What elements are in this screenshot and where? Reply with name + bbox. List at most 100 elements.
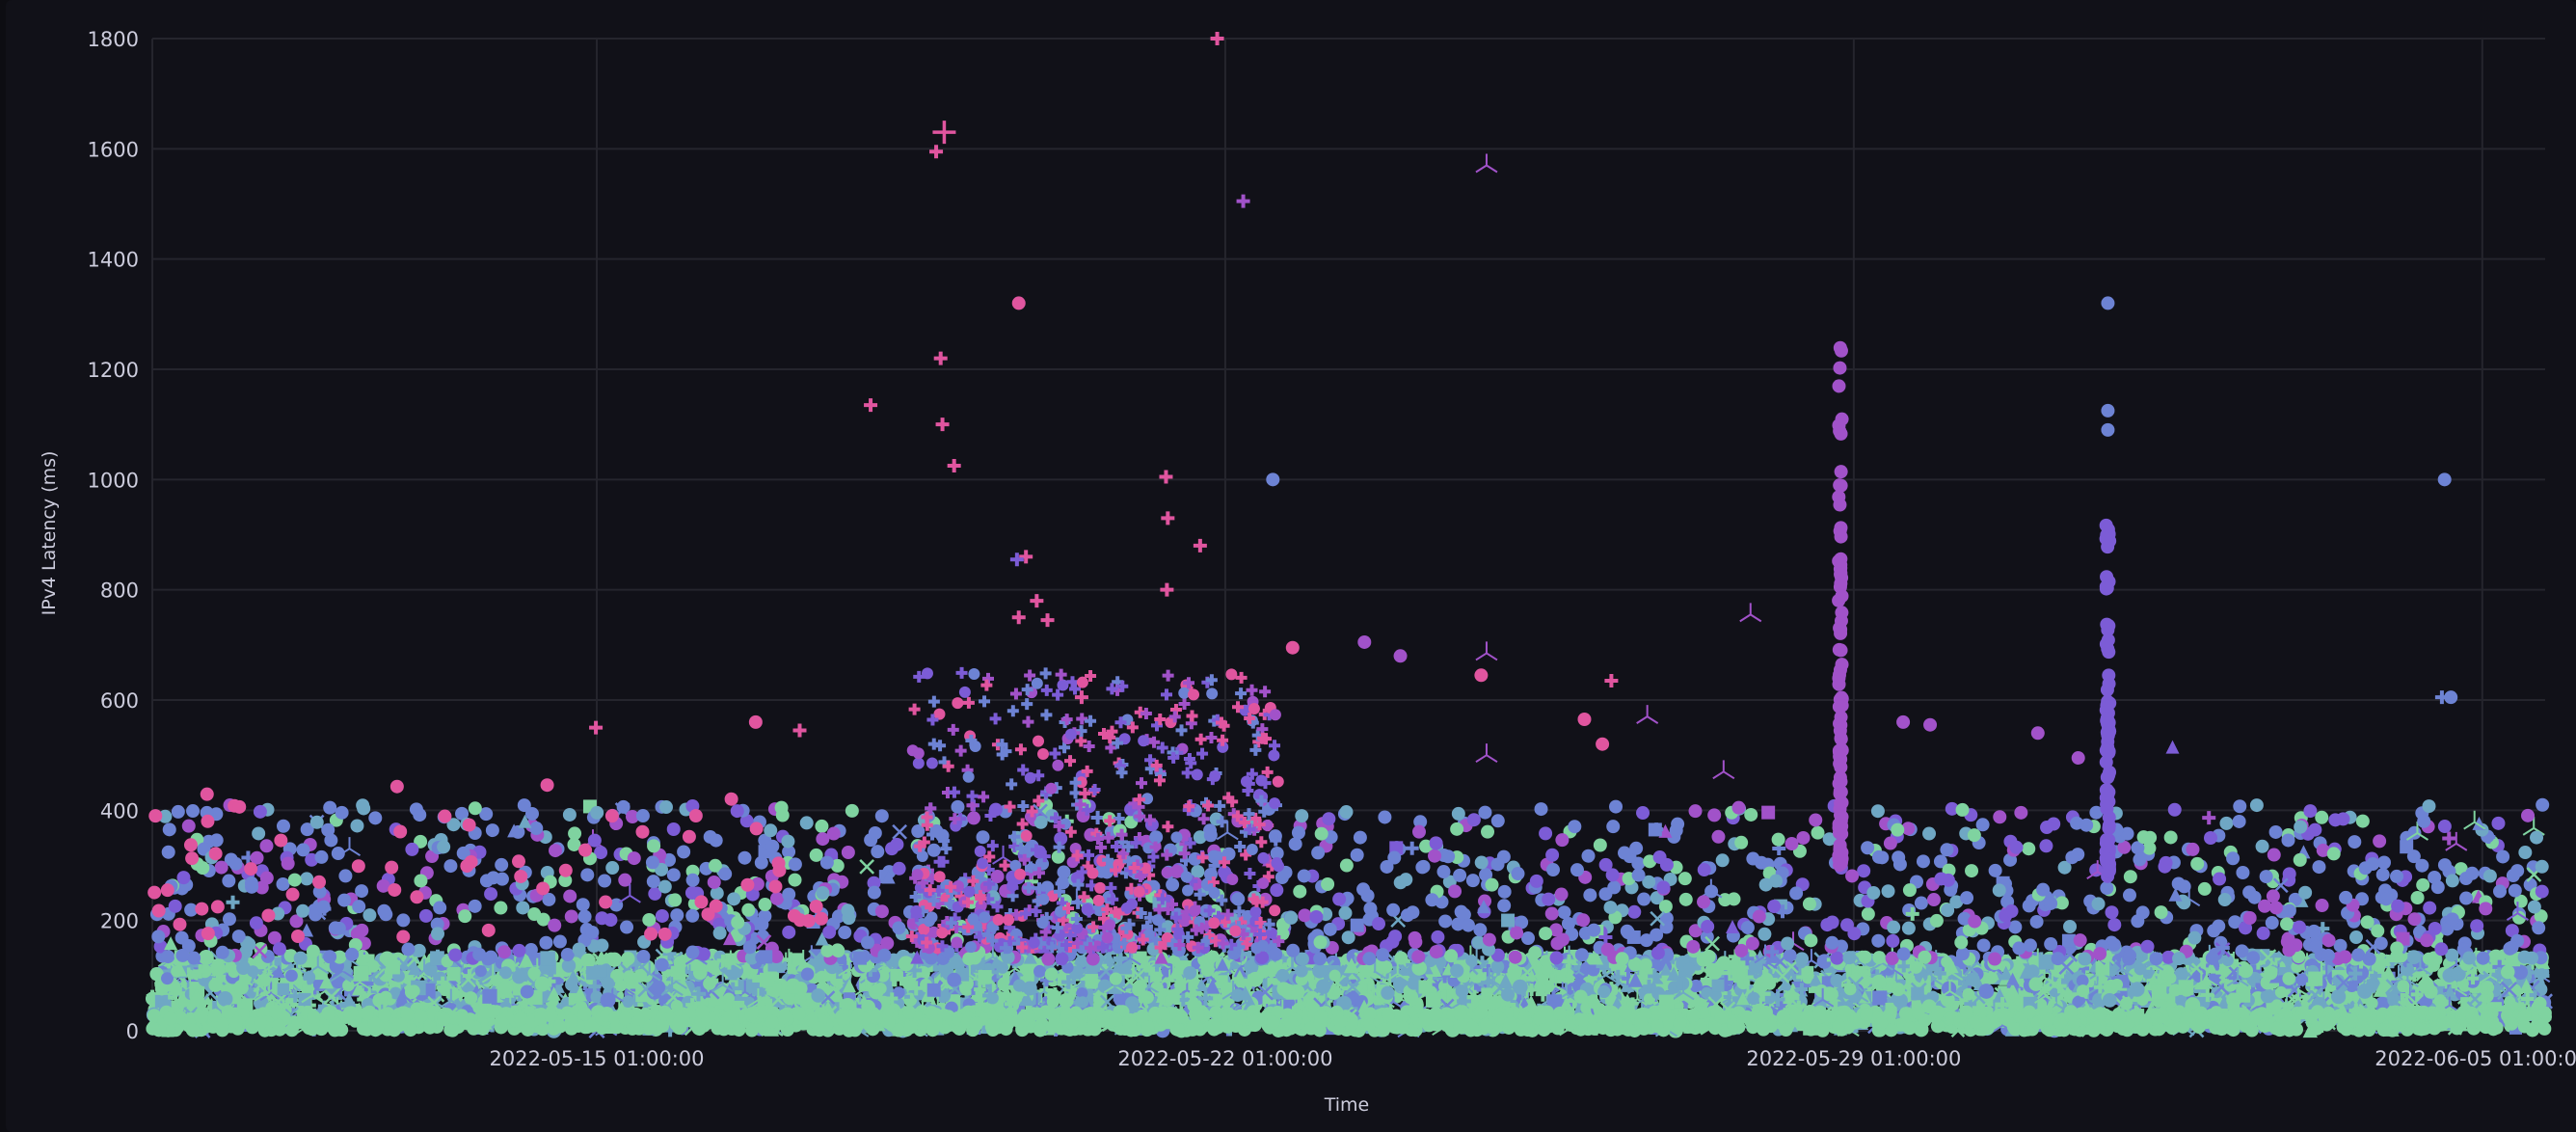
point-square xyxy=(2095,961,2110,976)
point-circle xyxy=(1551,969,1566,984)
point-circle xyxy=(1450,963,1464,978)
x-tick-label: 2022-06-05 01:00:00 xyxy=(2375,1047,2576,1070)
point-square xyxy=(482,988,497,1004)
point-circle xyxy=(722,992,736,1005)
point-square xyxy=(1165,989,1180,1005)
point-circle xyxy=(800,967,815,982)
point-circle xyxy=(1843,983,1857,996)
point-square xyxy=(759,972,774,987)
point-circle xyxy=(1537,974,1549,986)
x-tick-label: 2022-05-15 01:00:00 xyxy=(489,1047,704,1070)
point-circle xyxy=(2102,993,2117,1008)
point-circle xyxy=(580,953,596,969)
point-circle xyxy=(2397,980,2410,993)
point-square xyxy=(277,983,289,995)
point-circle xyxy=(1512,979,1528,995)
point-circle xyxy=(621,952,635,966)
y-tick-label: 400 xyxy=(100,799,139,822)
point-circle xyxy=(1490,959,1505,974)
point-circle xyxy=(342,979,355,992)
point-circle xyxy=(1379,960,1393,974)
x-axis-ticks: 2022-05-15 01:00:00 2022-05-22 01:00:00 20… xyxy=(489,1047,2576,1070)
point-circle xyxy=(208,978,223,992)
point-circle xyxy=(2076,984,2090,998)
point-circle xyxy=(1639,957,1652,972)
y-tick-label: 1000 xyxy=(88,469,139,492)
point-circle xyxy=(474,965,487,978)
point-circle xyxy=(606,952,623,967)
point-square xyxy=(792,953,804,965)
point-circle xyxy=(2282,972,2296,985)
point-circle xyxy=(1683,962,1696,976)
y-tick-label: 600 xyxy=(100,689,139,713)
point-circle xyxy=(1403,989,1419,1005)
point-circle xyxy=(233,980,249,995)
point-circle xyxy=(1706,964,1723,981)
point-circle xyxy=(1702,949,1716,964)
point-circle xyxy=(1747,991,1760,1006)
point-square xyxy=(926,983,941,997)
point-circle xyxy=(1275,968,1290,983)
point-square xyxy=(1425,992,1441,1008)
point-circle xyxy=(1200,962,1215,978)
y-tick-label: 0 xyxy=(126,1020,139,1043)
x-tick-label: 2022-05-29 01:00:00 xyxy=(1746,1047,1961,1070)
point-circle xyxy=(2028,977,2044,991)
point-square xyxy=(595,964,607,978)
point-square xyxy=(1085,974,1099,987)
y-tick-label: 800 xyxy=(100,579,139,603)
point-circle xyxy=(600,992,616,1009)
point-circle xyxy=(1295,964,1308,978)
point-circle xyxy=(651,980,666,994)
point-circle xyxy=(1465,955,1478,967)
point-square xyxy=(1133,951,1147,965)
point-triangle xyxy=(1233,963,1248,978)
point-circle xyxy=(2387,993,2402,1008)
point-circle xyxy=(1500,987,1516,1002)
point-circle xyxy=(1844,962,1857,975)
point-circle xyxy=(1183,965,1197,980)
point-circle xyxy=(1059,993,1074,1009)
point-circle xyxy=(633,969,648,983)
point-circle xyxy=(986,991,999,1005)
point-circle xyxy=(1985,971,1999,984)
point-circle xyxy=(2110,979,2124,991)
point-circle xyxy=(1248,971,1264,987)
point-circle xyxy=(1597,984,1611,999)
point-circle xyxy=(1701,986,1713,1000)
point-circle xyxy=(1114,993,1127,1007)
point-circle xyxy=(498,980,514,995)
point-circle xyxy=(1381,985,1395,1000)
point-circle xyxy=(1044,967,1059,982)
point-circle xyxy=(1814,984,1829,998)
chart-panel: 0 200 400 600 800 1000 1200 1400 1600 1800 2022-0… xyxy=(6,0,2576,1132)
point-circle xyxy=(1140,990,1154,1005)
point-circle xyxy=(947,972,962,987)
point-circle xyxy=(2406,950,2422,965)
point-circle xyxy=(2264,965,2278,981)
point-circle xyxy=(198,950,214,965)
point-circle xyxy=(1573,989,1588,1004)
point-circle xyxy=(1891,983,1905,997)
point-circle xyxy=(404,984,419,1000)
point-circle xyxy=(1871,974,1887,990)
point-square xyxy=(540,951,555,966)
point-square xyxy=(353,965,369,982)
point-circle xyxy=(601,977,615,990)
point-circle xyxy=(1872,951,1887,964)
point-circle xyxy=(2026,964,2040,979)
y-tick-label: 1800 xyxy=(88,28,139,51)
point-circle xyxy=(512,970,526,984)
point-circle xyxy=(874,983,887,995)
point-circle xyxy=(1978,984,1995,999)
point-circle xyxy=(2130,982,2145,997)
point-circle xyxy=(285,969,298,983)
point-square xyxy=(1711,979,1725,992)
point-circle xyxy=(2512,964,2529,981)
y-tick-label: 1200 xyxy=(88,359,139,382)
y-tick-label: 1400 xyxy=(88,249,139,272)
point-circle xyxy=(793,982,808,996)
point-circle xyxy=(2504,995,2516,1009)
